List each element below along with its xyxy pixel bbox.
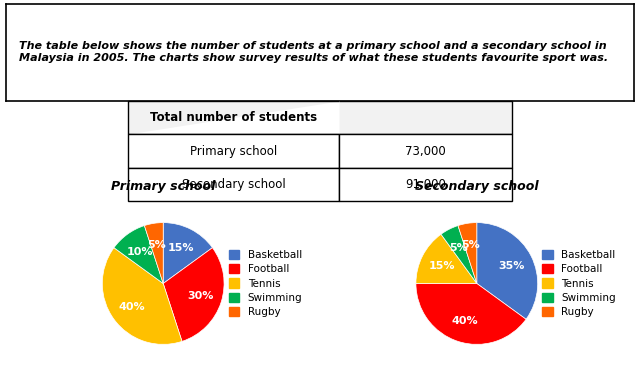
- Text: 40%: 40%: [118, 302, 145, 311]
- Text: 15%: 15%: [168, 244, 195, 253]
- Wedge shape: [145, 223, 163, 283]
- Text: The table below shows the number of students at a primary school and a secondary: The table below shows the number of stud…: [19, 41, 608, 63]
- Text: 5%: 5%: [449, 244, 468, 253]
- Title: Secondary school: Secondary school: [415, 180, 539, 193]
- Text: 40%: 40%: [451, 316, 478, 326]
- Wedge shape: [441, 226, 477, 283]
- Wedge shape: [477, 223, 538, 319]
- Wedge shape: [163, 248, 224, 341]
- Text: 15%: 15%: [428, 261, 455, 270]
- Text: 35%: 35%: [499, 261, 525, 270]
- Wedge shape: [102, 248, 182, 344]
- Wedge shape: [416, 234, 477, 283]
- Text: 30%: 30%: [188, 291, 214, 301]
- Wedge shape: [163, 223, 212, 283]
- Legend: Basketball, Football, Tennis, Swimming, Rugby: Basketball, Football, Tennis, Swimming, …: [226, 247, 305, 320]
- Wedge shape: [458, 223, 477, 283]
- Wedge shape: [416, 283, 526, 344]
- Text: 5%: 5%: [148, 239, 166, 250]
- Wedge shape: [114, 226, 163, 283]
- Title: Primary school: Primary school: [111, 180, 216, 193]
- Legend: Basketball, Football, Tennis, Swimming, Rugby: Basketball, Football, Tennis, Swimming, …: [540, 247, 619, 320]
- Text: 5%: 5%: [461, 239, 480, 250]
- Text: 10%: 10%: [127, 247, 154, 257]
